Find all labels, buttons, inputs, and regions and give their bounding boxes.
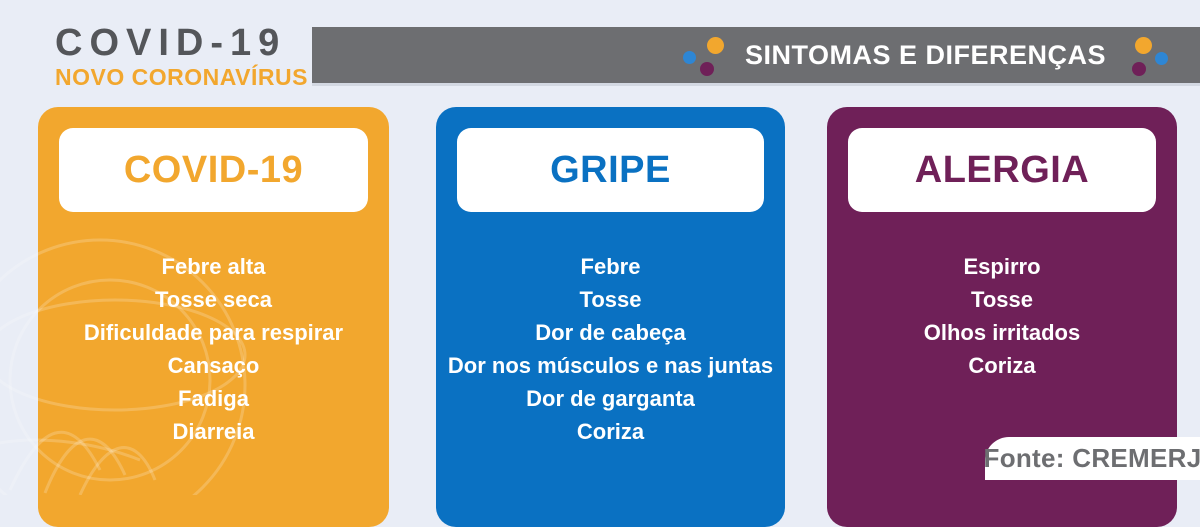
symptom-item: Dor de garganta xyxy=(526,386,695,411)
banner: SINTOMAS E DIFERENÇAS xyxy=(312,27,1200,83)
symptom-item: Dor de cabeça xyxy=(535,320,686,345)
dot-cluster-left-icon xyxy=(681,33,729,77)
card-title: GRIPE xyxy=(550,148,671,191)
card-title-box: COVID-19 xyxy=(59,128,368,212)
cards-container: COVID-19 Febre alta Tosse seca Dificuldade… xyxy=(38,107,1177,527)
symptom-item: Cansaço xyxy=(167,353,260,378)
symptom-item: Tosse xyxy=(971,287,1033,312)
symptom-item: Febre xyxy=(580,254,641,279)
symptom-card: COVID-19 Febre alta Tosse seca Dificuldade… xyxy=(38,107,389,527)
symptom-item: Coriza xyxy=(968,353,1036,378)
card-title: COVID-19 xyxy=(123,148,304,191)
card-title: ALERGIA xyxy=(914,148,1090,191)
orange-dot-icon xyxy=(706,37,724,54)
source-box: Fonte: CREMERJ xyxy=(983,437,1200,480)
symptom-item: Tosse seca xyxy=(154,287,272,312)
blue-dot-icon xyxy=(1155,52,1168,65)
card-title-box: GRIPE xyxy=(457,128,764,212)
symptom-item: Dor nos músculos e nas juntas xyxy=(447,353,774,378)
symptom-item: Olhos irritados xyxy=(923,320,1081,345)
symptom-item: Diarreia xyxy=(172,419,255,444)
symptom-list: Febre alta Tosse seca Dificuldade para res… xyxy=(38,250,389,448)
symptom-item: Febre alta xyxy=(161,254,266,279)
purple-dot-icon xyxy=(1132,62,1146,76)
dot-cluster-right-icon xyxy=(1122,33,1170,77)
card-title-box: ALERGIA xyxy=(848,128,1156,212)
brand-block: COVID-19 NOVO CORONAVÍRUS xyxy=(55,24,308,89)
symptom-item: Coriza xyxy=(576,419,645,444)
symptom-item: Fadiga xyxy=(178,386,249,411)
symptom-item: Espirro xyxy=(963,254,1041,279)
symptom-list: Espirro Tosse Olhos irritados Coriza xyxy=(827,250,1177,382)
purple-dot-icon xyxy=(699,62,714,76)
source-label: Fonte: CREMERJ xyxy=(983,443,1200,473)
symptom-list: Febre Tosse Dor de cabeça Dor nos músculos … xyxy=(436,250,785,448)
banner-title: SINTOMAS E DIFERENÇAS xyxy=(744,39,1106,70)
orange-dot-icon xyxy=(1135,37,1152,54)
symptom-item: Tosse xyxy=(579,287,642,312)
page-title: COVID-19 xyxy=(55,22,287,64)
symptom-item: Dificuldade para respirar xyxy=(83,320,344,345)
blue-dot-icon xyxy=(682,51,696,64)
page-subtitle: NOVO CORONAVÍRUS xyxy=(55,64,308,90)
symptom-card: GRIPE Febre Tosse Dor de cabeça Dor nos mús… xyxy=(436,107,785,527)
